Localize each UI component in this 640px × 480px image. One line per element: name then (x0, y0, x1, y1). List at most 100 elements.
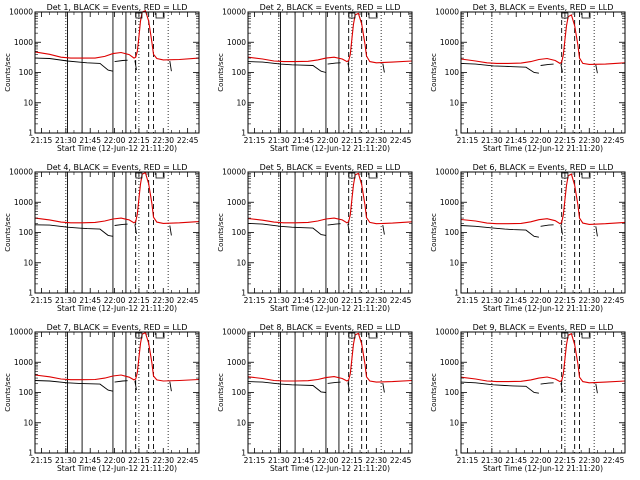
detector-panel-5: 1 10 100 1000 10000 21:15 21:30 21:45 22:00 22:15… (217, 163, 413, 313)
y-axis-label: Counts/sec (217, 373, 225, 412)
x-tick-label: 22:45 (177, 456, 199, 465)
x-tick-label: 21:30 (268, 296, 290, 305)
x-tick-label: 21:30 (268, 136, 290, 145)
events-series-line (560, 64, 563, 73)
events-series-line (460, 62, 539, 74)
panel-title: Det 1, BLACK = Events, RED = LLD (47, 3, 188, 12)
x-tick-label: 22:15 (341, 456, 363, 465)
x-tick-label: 21:15 (244, 136, 266, 145)
events-series-line (382, 63, 385, 73)
y-axis-label: Counts/sec (430, 213, 438, 252)
events-series-line (382, 225, 385, 235)
x-tick-label: 22:45 (177, 136, 199, 145)
panel-title: Det 8, BLACK = Events, RED = LLD (260, 323, 401, 332)
bracket-marker (581, 333, 591, 339)
plot-frame (460, 331, 626, 454)
x-axis-label: Start Time (12-Jun-12 21:11:20) (270, 144, 390, 153)
events-series-line (327, 381, 341, 384)
y-axis-label: Counts/sec (217, 53, 225, 92)
y-tick-label: 1000 (440, 198, 459, 207)
lld-series-line (34, 9, 200, 61)
x-tick-label: 21:45 (505, 456, 527, 465)
y-tick-label: 1000 (227, 198, 246, 207)
y-tick-label: 1 (28, 129, 33, 138)
x-tick-label: 21:30 (55, 136, 77, 145)
x-tick-label: 22:00 (104, 136, 126, 145)
x-tick-label: 22:45 (603, 456, 625, 465)
events-series-line (134, 60, 137, 71)
x-tick-label: 22:45 (390, 456, 412, 465)
y-tick-label: 1 (28, 289, 33, 298)
panel-title: Det 5, BLACK = Events, RED = LLD (260, 163, 401, 172)
events-series-line (595, 226, 598, 237)
panel-title: Det 4, BLACK = Events, RED = LLD (47, 163, 188, 172)
y-tick-label: 100 (19, 228, 34, 237)
y-tick-label: 10 (23, 258, 33, 267)
y-tick-label: 10000 (222, 8, 246, 17)
x-axis-label: Start Time (12-Jun-12 21:11:20) (57, 304, 177, 313)
y-tick-label: 1 (454, 129, 459, 138)
x-axis-label: Start Time (12-Jun-12 21:11:20) (483, 304, 603, 313)
x-tick-label: 21:30 (55, 456, 77, 465)
events-series-line (595, 383, 598, 394)
events-series-line (169, 60, 172, 72)
detector-panel-9: 1 10 100 1000 10000 21:15 21:30 21:45 22:00 22:15… (430, 323, 626, 473)
bracket-marker (155, 333, 165, 339)
y-tick-label: 100 (19, 388, 34, 397)
x-tick-label: 21:30 (55, 296, 77, 305)
lld-series-line (460, 14, 626, 65)
x-axis-label: Start Time (12-Jun-12 21:11:20) (57, 464, 177, 473)
x-tick-label: 22:30 (578, 296, 600, 305)
plot-frame (247, 171, 413, 294)
x-tick-label: 21:45 (292, 296, 314, 305)
y-tick-label: 1 (241, 129, 246, 138)
x-tick-label: 21:45 (505, 136, 527, 145)
y-tick-label: 1 (241, 449, 246, 458)
plot-frame (34, 11, 200, 134)
y-tick-label: 100 (19, 68, 34, 77)
x-tick-label: 21:45 (79, 296, 101, 305)
x-tick-label: 21:15 (31, 296, 53, 305)
y-tick-label: 1000 (227, 38, 246, 47)
y-axis-label: Counts/sec (430, 53, 438, 92)
lld-series-line (247, 332, 413, 383)
plot-frame (34, 331, 200, 454)
detector-panel-7: 1 10 100 1000 10000 21:15 21:30 21:45 22:00 22:15… (4, 323, 200, 473)
events-series-line (114, 380, 128, 383)
x-tick-label: 21:45 (79, 456, 101, 465)
y-tick-label: 10000 (435, 8, 459, 17)
x-tick-label: 21:15 (244, 296, 266, 305)
events-series-line (347, 63, 350, 72)
y-axis-label: Counts/sec (217, 213, 225, 252)
bracket-marker (581, 173, 591, 179)
y-tick-label: 10000 (435, 328, 459, 337)
panel-title: Det 9, BLACK = Events, RED = LLD (473, 323, 614, 332)
events-series-line (247, 61, 327, 73)
x-tick-label: 22:30 (365, 136, 387, 145)
x-tick-label: 22:45 (390, 136, 412, 145)
x-tick-label: 21:15 (457, 456, 479, 465)
y-axis-label: Counts/sec (4, 53, 12, 92)
y-axis-label: Counts/sec (430, 373, 438, 412)
events-series-line (169, 225, 172, 236)
y-tick-label: 10000 (9, 168, 33, 177)
lld-series-line (34, 331, 200, 382)
x-tick-label: 22:30 (152, 456, 174, 465)
y-tick-label: 10 (449, 418, 459, 427)
y-tick-label: 1000 (14, 198, 33, 207)
y-tick-label: 10 (23, 98, 33, 107)
y-tick-label: 1 (454, 289, 459, 298)
y-tick-label: 100 (232, 228, 247, 237)
y-tick-label: 1000 (440, 38, 459, 47)
y-tick-label: 100 (232, 68, 247, 77)
bracket-marker (368, 333, 378, 339)
detector-panel-8: 1 10 100 1000 10000 21:15 21:30 21:45 22:00 22:15… (217, 323, 413, 473)
events-series-line (540, 224, 554, 227)
panel-title: Det 3, BLACK = Events, RED = LLD (473, 3, 614, 12)
y-tick-label: 10 (236, 98, 246, 107)
x-tick-label: 21:15 (457, 136, 479, 145)
events-series-line (114, 59, 128, 63)
y-tick-label: 100 (232, 388, 247, 397)
x-tick-label: 21:15 (457, 296, 479, 305)
detector-panel-6: 1 10 100 1000 10000 21:15 21:30 21:45 22:00 22:15… (430, 163, 626, 313)
